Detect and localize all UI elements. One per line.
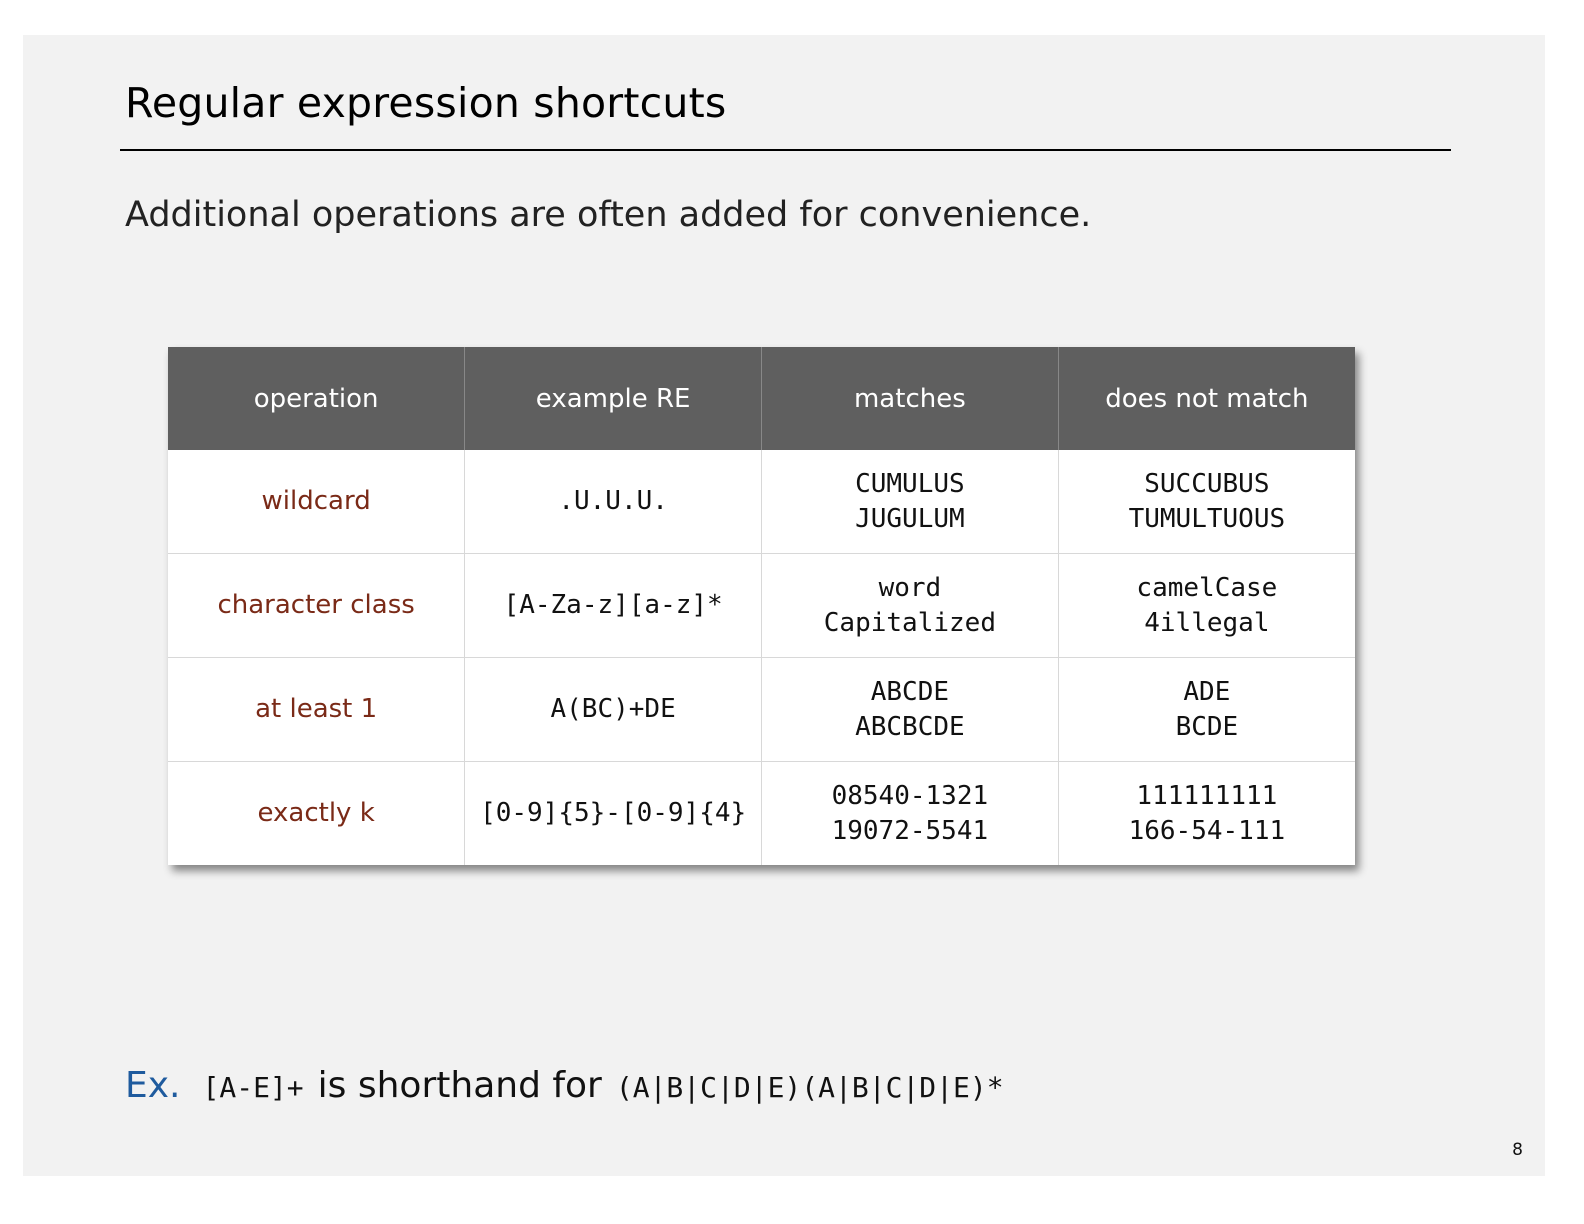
page-number: 8 [1512,1140,1523,1160]
no-match-cell: ADE BCDE [1058,657,1355,762]
header-does-not-match: does not match [1058,347,1355,450]
operation-cell: character class [168,553,466,658]
no-match-item: 4illegal [1144,607,1270,638]
matches-cell: word Capitalized [761,553,1059,658]
match-item: JUGULUM [855,503,965,534]
table-row: at least 1 A(BC)+DE ABCDE ABCBCDE ADE BC… [168,657,1355,762]
no-match-cell: 111111111 166-54-111 [1058,762,1355,866]
no-match-item: TUMULTUOUS [1128,503,1286,534]
header-example-re: example RE [464,347,762,450]
example-re-cell: [0-9]{5}-[0-9]{4} [464,761,762,865]
no-match-item: BCDE [1175,711,1239,742]
table-header-row: operation example RE matches does not ma… [168,347,1355,450]
matches-cell: 08540-1321 19072-5541 [761,761,1059,865]
match-item: Capitalized [823,607,996,638]
match-item: ABCBCDE [855,711,965,742]
no-match-item: ADE [1183,676,1231,707]
match-item: CUMULUS [855,468,965,499]
example-re-cell: .U.U.U. [464,450,762,554]
table-row: wildcard .U.U.U. CUMULUS JUGULUM SUCCUBU… [168,450,1355,554]
example-label: Ex. [125,1065,181,1106]
table-row: character class [A-Za-z][a-z]* word Capi… [168,553,1355,658]
example-line: Ex. [A-E]+ is shorthand for (A|B|C|D|E)(A|B… [125,1065,1004,1106]
no-match-item: 111111111 [1136,780,1278,811]
operation-cell: wildcard [168,450,466,554]
example-expansion: (A|B|C|D|E)(A|B|C|D|E)* [615,1071,1004,1104]
intro-text: Additional operations are often added fo… [125,195,1092,235]
no-match-item: camelCase [1136,572,1278,603]
match-item: 08540-1321 [831,780,989,811]
matches-cell: ABCDE ABCBCDE [761,657,1059,762]
operation-cell: exactly k [168,761,466,865]
shortcuts-table-container: operation example RE matches does not ma… [168,347,1355,865]
shortcuts-table: operation example RE matches does not ma… [168,347,1355,865]
example-regex: [A-E]+ [202,1071,304,1104]
no-match-item: 166-54-111 [1128,815,1286,846]
example-re-cell: A(BC)+DE [464,657,762,762]
slide: Regular expression shortcuts Additional … [23,35,1545,1176]
example-re-cell: [A-Za-z][a-z]* [464,553,762,658]
no-match-item: SUCCUBUS [1144,468,1270,499]
table-row: exactly k [0-9]{5}-[0-9]{4} 08540-1321 1… [168,761,1355,866]
match-item: ABCDE [870,676,950,707]
match-item: 19072-5541 [831,815,989,846]
header-matches: matches [761,347,1059,450]
match-item: word [878,572,942,603]
operation-cell: at least 1 [168,657,466,762]
example-text: is shorthand for [317,1065,602,1106]
header-operation: operation [168,347,466,450]
matches-cell: CUMULUS JUGULUM [761,450,1059,554]
no-match-cell: camelCase 4illegal [1058,553,1355,658]
title-divider [120,149,1451,151]
slide-title: Regular expression shortcuts [125,79,727,127]
no-match-cell: SUCCUBUS TUMULTUOUS [1058,450,1355,554]
